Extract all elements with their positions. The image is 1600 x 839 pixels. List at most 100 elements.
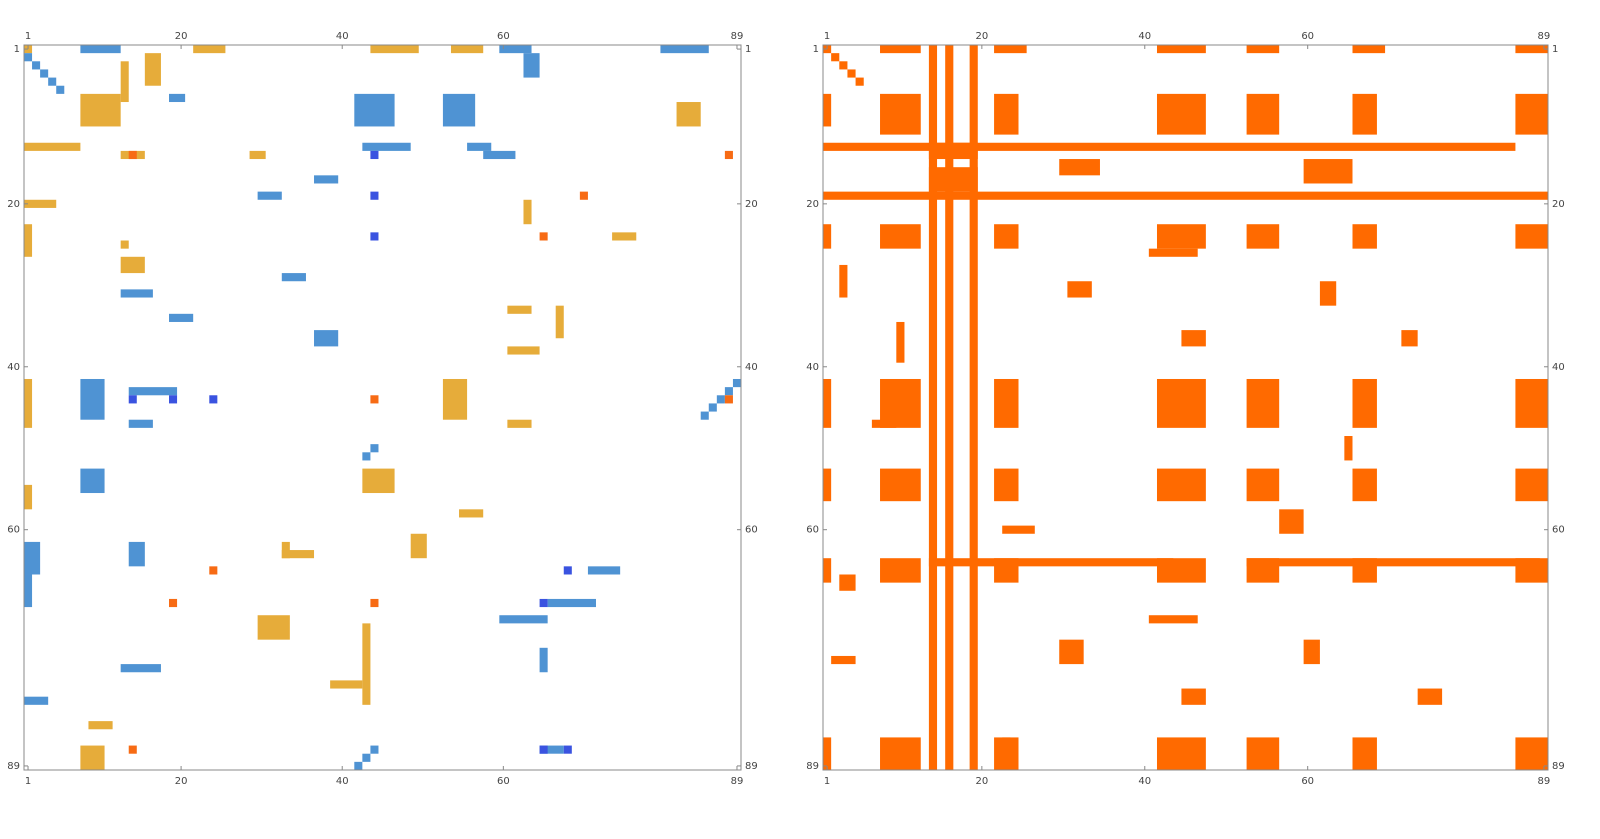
matrix-cell — [839, 574, 856, 591]
y-tick-label: 89 — [1552, 761, 1565, 772]
matrix-cell — [612, 232, 637, 241]
matrix-cell — [539, 232, 548, 241]
y-tick-label: 40 — [1552, 362, 1565, 373]
x-tick-label: 89 — [1538, 31, 1551, 42]
x-tick-label: 1 — [25, 31, 31, 42]
matrix-cell — [994, 93, 1019, 135]
matrix-cell — [880, 93, 921, 135]
matrix-cell — [823, 45, 832, 54]
matrix-cell — [507, 305, 532, 314]
x-tick-label: 40 — [336, 31, 349, 42]
matrix-cell — [370, 745, 379, 754]
matrix-cell — [839, 264, 848, 298]
matrix-cell — [1303, 639, 1320, 665]
matrix-cell — [257, 191, 282, 200]
x-tick-label: 40 — [336, 776, 349, 787]
matrix-cell — [249, 150, 266, 160]
matrix-cell — [1352, 93, 1377, 135]
matrix-cell — [370, 150, 379, 160]
matrix-cell — [354, 93, 395, 127]
matrix-cell — [80, 745, 105, 770]
matrix-cell — [483, 150, 516, 160]
matrix-cell — [1002, 525, 1035, 534]
matrix-cell — [708, 403, 717, 412]
matrix-cell — [1156, 737, 1206, 770]
matrix-cell — [314, 175, 339, 184]
matrix-cell — [855, 77, 864, 86]
matrix-cell — [314, 330, 339, 347]
matrix-cell — [442, 93, 476, 127]
matrix-cell — [539, 745, 564, 754]
matrix-cell — [120, 240, 129, 249]
matrix-cell — [1067, 281, 1092, 298]
matrix-cell — [969, 45, 978, 770]
matrix-cell — [880, 45, 921, 54]
matrix-cell — [1156, 93, 1206, 135]
matrix-cell — [48, 77, 57, 86]
matrix-cell — [144, 53, 161, 86]
matrix-cell — [370, 598, 379, 608]
x-tick-label: 60 — [497, 31, 510, 42]
matrix-cell — [1352, 737, 1377, 770]
matrix-cell — [1352, 45, 1386, 54]
matrix-cell — [1303, 159, 1353, 184]
matrix-cell — [459, 509, 484, 518]
y-tick-label: 1 — [813, 44, 819, 55]
matrix-cell — [80, 378, 105, 420]
matrix-cell — [24, 696, 49, 705]
matrix-cell — [80, 45, 121, 54]
x-tick-label: 1 — [824, 776, 830, 787]
matrix-cell — [539, 647, 548, 673]
matrix-cell — [1156, 224, 1206, 249]
matrix-cell — [120, 664, 161, 673]
x-tick-label: 20 — [975, 31, 988, 42]
matrix-cell — [823, 737, 832, 770]
matrix-cell — [1246, 378, 1280, 428]
matrix-cell — [1352, 378, 1377, 428]
matrix-cell — [467, 142, 492, 151]
matrix-cell — [1515, 737, 1548, 770]
matrix-cell — [370, 232, 379, 241]
matrix-cell — [1246, 45, 1280, 54]
matrix-cell — [24, 45, 33, 54]
matrix-cell — [1246, 224, 1280, 249]
x-tick-label: 89 — [731, 31, 744, 42]
y-tick-label: 20 — [1552, 199, 1565, 210]
matrix-cell — [1059, 159, 1100, 176]
matrix-cell — [362, 452, 371, 461]
matrix-cell — [880, 224, 921, 249]
matrix-cell — [1246, 93, 1280, 135]
matrix-cell — [716, 395, 725, 404]
matrix-cell — [1515, 378, 1548, 428]
y-tick-label: 89 — [7, 761, 20, 772]
matrix-cell — [24, 574, 33, 608]
matrix-cell — [169, 598, 178, 608]
x-tick-label: 20 — [975, 776, 988, 787]
matrix-cell — [994, 468, 1019, 502]
matrix-cell — [169, 395, 178, 404]
matrix-cell — [547, 598, 596, 608]
y-tick-label: 60 — [806, 525, 819, 536]
matrix-cell — [994, 45, 1027, 54]
matrix-cell — [24, 378, 33, 428]
matrix-cell — [1246, 558, 1540, 567]
plot-frame — [822, 44, 1549, 771]
matrix-cell — [88, 721, 113, 730]
matrix-cell — [880, 737, 921, 770]
matrix-cell — [120, 289, 153, 298]
matrix-cell — [831, 53, 840, 62]
matrix-cell — [523, 199, 532, 225]
matrix-cell — [209, 395, 218, 404]
matrix-cell — [1148, 615, 1198, 624]
y-tick-label: 20 — [745, 199, 758, 210]
matrix-cell — [1246, 737, 1280, 770]
matrix-cell — [281, 273, 306, 282]
matrix-cell — [823, 191, 1548, 200]
matrix-cell — [120, 256, 145, 274]
x-tick-label: 1 — [824, 31, 830, 42]
matrix-cell — [128, 150, 137, 160]
matrix-cell — [1246, 468, 1280, 502]
y-tick-label: 40 — [806, 362, 819, 373]
matrix-cell — [169, 313, 194, 322]
matrix-cell — [442, 378, 468, 420]
